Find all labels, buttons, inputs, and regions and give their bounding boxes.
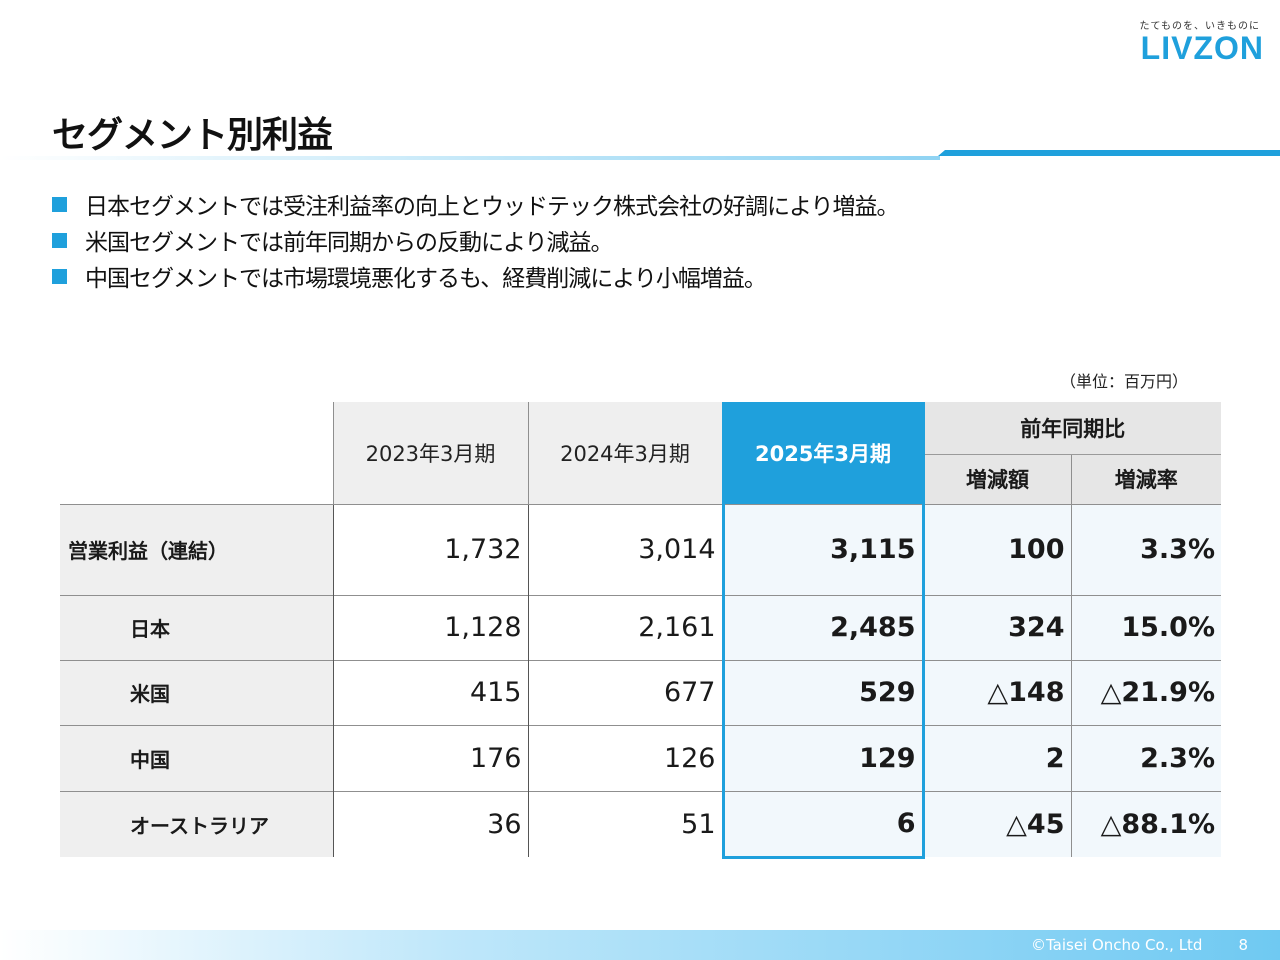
bullet-square-icon	[52, 268, 67, 284]
header-yoy: 前年同期比	[923, 402, 1221, 455]
header-yoy-rate: 増減率	[1071, 454, 1221, 504]
cell-rate: △21.9%	[1071, 659, 1221, 725]
row-label: 営業利益（連結）	[60, 503, 334, 595]
table-row: 米国 415 677 529 △148 △21.9%	[60, 659, 1221, 725]
cell-rate: △88.1%	[1071, 790, 1221, 857]
cell-fy2024: 3,014	[528, 503, 723, 595]
row-label: オーストラリア	[60, 790, 334, 857]
cell-fy2023: 36	[333, 790, 529, 857]
cell-fy2025: 2,485	[721, 594, 925, 660]
summary-bullets: 日本セグメントでは受注利益率の向上とウッドテック株式会社の好調により増益。 米国…	[52, 186, 900, 294]
cell-rate: 3.3%	[1071, 503, 1221, 595]
header-fy2024: 2024年3月期	[528, 402, 724, 504]
table-row: オーストラリア 36 51 6 △45 △88.1%	[60, 790, 1221, 859]
cell-fy2024: 2,161	[528, 594, 723, 660]
bullet-text: 日本セグメントでは受注利益率の向上とウッドテック株式会社の好調により増益。	[85, 194, 900, 220]
copyright-text: ©Taisei Oncho Co., Ltd	[1030, 936, 1203, 954]
row-label: 米国	[60, 659, 334, 725]
cell-fy2023: 1,128	[333, 594, 529, 660]
header-fy2023: 2023年3月期	[332, 402, 529, 504]
logo-tagline: たてものを、いきものに	[1139, 21, 1260, 32]
table-row: 中国 176 126 129 2 2.3%	[60, 724, 1221, 791]
cell-fy2023: 176	[333, 724, 529, 791]
bullet-square-icon	[52, 232, 67, 248]
bullet-item: 米国セグメントでは前年同期からの反動により減益。	[52, 222, 899, 258]
title-underline	[0, 150, 1280, 160]
cell-diff: 100	[923, 503, 1072, 595]
cell-fy2025: 3,115	[721, 503, 925, 595]
bullet-item: 中国セグメントでは市場環境悪化するも、経費削減により小幅増益。	[52, 258, 899, 294]
cell-fy2024: 51	[528, 790, 723, 857]
bullet-square-icon	[52, 196, 67, 212]
cell-rate: 15.0%	[1071, 594, 1221, 660]
header-yoy-diff: 増減額	[923, 454, 1072, 504]
table-row: 営業利益（連結） 1,732 3,014 3,115 100 3.3%	[60, 503, 1221, 595]
footer-bar	[0, 930, 1280, 960]
table-row: 日本 1,128 2,161 2,485 324 15.0%	[60, 594, 1221, 660]
cell-diff: △148	[923, 659, 1072, 725]
header-fy2025: 2025年3月期	[721, 402, 925, 504]
cell-fy2025: 529	[721, 659, 925, 725]
bullet-item: 日本セグメントでは受注利益率の向上とウッドテック株式会社の好調により増益。	[52, 186, 900, 222]
cell-fy2025: 6	[721, 790, 925, 859]
cell-fy2023: 1,732	[333, 503, 529, 595]
segment-profit-table: 2023年3月期 2024年3月期 2025年3月期 前年同期比 増減額 増減率…	[60, 402, 1221, 859]
unit-note: （単位：百万円）	[1060, 372, 1189, 391]
row-label: 日本	[60, 594, 334, 660]
page-title: セグメント別利益	[52, 115, 333, 156]
header-blank	[60, 402, 333, 504]
bullet-text: 中国セグメントでは市場環境悪化するも、経費削減により小幅増益。	[85, 266, 767, 292]
row-label: 中国	[60, 724, 334, 791]
page-number: 8	[1238, 936, 1248, 954]
cell-fy2024: 126	[528, 724, 723, 791]
cell-diff: 324	[923, 594, 1072, 660]
cell-fy2023: 415	[333, 659, 529, 725]
footer: ©Taisei Oncho Co., Ltd 8	[1031, 936, 1248, 954]
bullet-text: 米国セグメントでは前年同期からの反動により減益。	[85, 230, 614, 256]
cell-rate: 2.3%	[1071, 724, 1221, 791]
cell-fy2025: 129	[721, 724, 925, 791]
cell-diff: △45	[923, 790, 1072, 857]
cell-fy2024: 677	[528, 659, 723, 725]
cell-diff: 2	[923, 724, 1072, 791]
livzon-logo: LIVZON	[1140, 30, 1264, 66]
